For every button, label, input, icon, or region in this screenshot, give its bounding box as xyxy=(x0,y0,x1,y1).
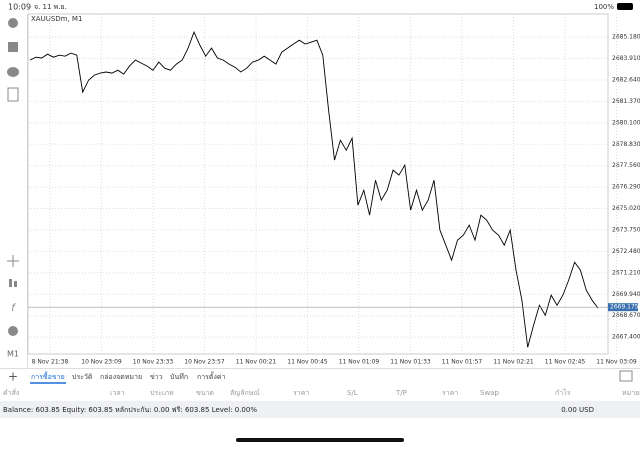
y-tick-label: 2673.750 xyxy=(612,226,640,233)
x-tick-label: 11 Nov 02:21 xyxy=(493,359,534,366)
column-header: ราคา xyxy=(293,389,309,397)
y-tick-label: 2669.940 xyxy=(612,291,640,298)
last-price-box xyxy=(608,303,638,312)
y-tick-label: 2680.100 xyxy=(612,119,640,126)
candles-icon[interactable] xyxy=(9,279,12,287)
account-bar xyxy=(0,401,640,418)
y-tick-label: 2681.370 xyxy=(612,98,640,105)
y-tick-label: 2682.640 xyxy=(612,76,640,83)
trade-icon[interactable] xyxy=(8,42,18,52)
plot: 2685.180 2683.910 2682.640 2681.370 2680.100… xyxy=(28,14,640,366)
y-tick-label: 2668.670 xyxy=(612,312,640,319)
status-time: 10:09 xyxy=(8,3,31,12)
account-profit: 0.00 USD xyxy=(561,406,594,414)
column-header: ประเภท xyxy=(150,389,174,397)
account-icon[interactable] xyxy=(8,18,18,28)
x-tick-label: 11 Nov 03:09 xyxy=(596,359,637,366)
tab[interactable]: ข่าว xyxy=(150,373,163,381)
table-header: คำสั่ง เวลา ประเภท ขนาด สัญลักษณ์ ราคา S/L T/P ร… xyxy=(3,388,640,397)
battery-icon xyxy=(617,3,633,10)
symbol-label: XAUUSDm, M1 xyxy=(31,15,82,23)
column-header: ราคา xyxy=(442,389,458,397)
y-tick-label: 2683.910 xyxy=(612,55,640,62)
plot-frame xyxy=(27,13,609,355)
layout-button[interactable] xyxy=(619,370,633,382)
y-tick-label: 2672.480 xyxy=(612,248,640,255)
column-header: หมายเหตุ xyxy=(622,389,640,397)
add-icon[interactable] xyxy=(7,87,19,102)
column-header: กำไร xyxy=(555,388,571,397)
timeframe-button[interactable]: M1 xyxy=(7,350,19,359)
price-line xyxy=(29,30,599,348)
status-battery: 100% xyxy=(594,3,614,11)
tab[interactable]: การซื้อขาย xyxy=(31,370,65,381)
y-tick-label: 2678.830 xyxy=(612,141,640,148)
account-summary: Balance: 603.85 Equity: 603.85 หลักประกั… xyxy=(3,406,257,414)
tab[interactable]: บันทึก xyxy=(170,372,188,381)
column-header: เวลา xyxy=(110,389,125,397)
tab[interactable]: ประวัติ xyxy=(72,373,93,381)
y-tick-label: 2677.560 xyxy=(612,162,640,169)
add-button[interactable]: + xyxy=(8,370,18,384)
column-header: สัญลักษณ์ xyxy=(230,389,260,397)
column-header: T/P xyxy=(395,389,407,397)
x-tick-label: 10 Nov 23:09 xyxy=(81,359,122,366)
y-tick-label: 2676.290 xyxy=(612,184,640,191)
tab[interactable]: กล่องจดหมาย xyxy=(100,373,142,381)
x-tick-label: 11 Nov 00:45 xyxy=(287,359,328,366)
home-indicator xyxy=(236,438,404,442)
chat-icon[interactable] xyxy=(7,67,19,77)
x-tick-label: 11 Nov 01:09 xyxy=(339,359,380,366)
y-tick-label: 2671.210 xyxy=(612,269,640,276)
x-tick-label: 11 Nov 02:45 xyxy=(545,359,586,366)
status-date: จ. 11 พ.ย. xyxy=(34,3,67,11)
indicator-icon[interactable]: f xyxy=(11,303,16,314)
column-header: S/L xyxy=(347,389,358,397)
x-tick-label: 11 Nov 00:21 xyxy=(236,359,277,366)
column-header: คำสั่ง xyxy=(3,388,19,397)
column-header: Swap xyxy=(480,389,499,397)
x-tick-label: 10 Nov 23:33 xyxy=(133,359,174,366)
candles-icon[interactable] xyxy=(14,281,17,287)
x-tick-label: 8 Nov 21:38 xyxy=(32,359,69,366)
last-price-label: 2669.175 xyxy=(610,304,639,311)
x-tick-label: 11 Nov 01:33 xyxy=(390,359,431,366)
y-tick-label: 2685.180 xyxy=(612,34,640,41)
objects-icon[interactable] xyxy=(8,326,18,336)
x-tick-label: 10 Nov 23:57 xyxy=(184,359,225,366)
y-tick-label: 2675.020 xyxy=(612,205,640,212)
column-header: ขนาด xyxy=(196,389,214,397)
y-tick-label: 2667.400 xyxy=(612,334,640,341)
tab[interactable]: การตั้งค่า xyxy=(197,370,226,381)
x-tick-label: 11 Nov 01:57 xyxy=(442,359,483,366)
tabs: การซื้อขาย ประวัติ กล่องจดหมาย ข่าว บันทึก กา… xyxy=(30,370,226,384)
